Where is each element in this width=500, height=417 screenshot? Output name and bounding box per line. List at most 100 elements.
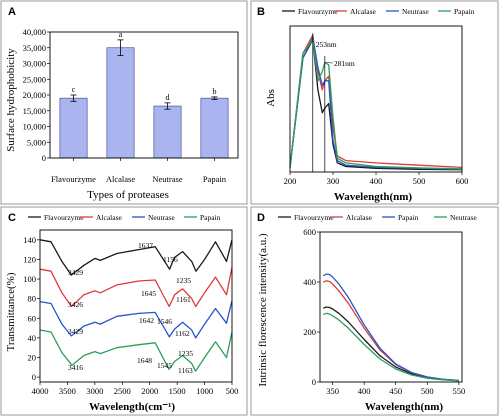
x-tick-label: 3500 [59, 386, 76, 396]
panel-b-frame [250, 0, 499, 205]
legend-label: Alcalase [350, 7, 376, 16]
x-tick-label: 2500 [114, 386, 131, 396]
y-tick-label: 10,000 [23, 122, 46, 132]
legend-label: Neutrase [402, 7, 429, 16]
y-tick-label: 35,000 [23, 43, 46, 53]
panel-d-frame [250, 206, 499, 416]
peak-label: 1163 [178, 366, 193, 375]
x-tick-label: 300 [327, 176, 340, 186]
legend-label: Flavourzyme [44, 213, 84, 222]
y-tick-label: 200 [303, 327, 316, 337]
series-line [322, 273, 459, 382]
legend-label: Neutrase [148, 213, 175, 222]
line-chart-panel-d: Flavourzyme Alcalase Papain Neutrase 0 200 40… [257, 213, 477, 413]
peak-label: 281nm [334, 59, 355, 68]
x-tick-label: 500 [226, 386, 239, 396]
peak-label: 3429 [68, 268, 83, 277]
legend-label: Neutrase [450, 213, 477, 222]
panel-b-y-axis-label: Abs [265, 89, 277, 107]
bar [106, 47, 135, 159]
peak-label: 1235 [176, 276, 191, 285]
y-tick-label: 400 [303, 277, 316, 287]
y-tick-label: 100 [23, 274, 36, 284]
peak-label: 3426 [68, 300, 83, 309]
peak-label: 253nm [316, 40, 337, 49]
x-tick-label: 500 [421, 386, 434, 396]
x-tick-label: 450 [389, 386, 402, 396]
legend-label: Alcalase [96, 213, 122, 222]
panel-d-x-axis-label: Wavelength(nm) [365, 401, 444, 413]
bar [59, 97, 88, 159]
x-tick-label: 1500 [169, 386, 186, 396]
peak-label: 1235 [178, 349, 193, 358]
y-tick-label: 0 [312, 377, 316, 387]
y-tick-label: 80 [28, 294, 37, 304]
legend-label: Flavourzyme [294, 213, 334, 222]
x-tick-label: 3000 [86, 386, 103, 396]
significance-letter: c [72, 85, 76, 94]
panel-c-x-axis-label: Wavelength(cm⁻¹) [89, 401, 175, 413]
legend-label: Alcalase [346, 213, 372, 222]
peak-label: 3416 [68, 363, 83, 372]
peak-label: 1161 [176, 295, 191, 304]
significance-letter: d [166, 93, 170, 102]
series-line [39, 267, 233, 308]
y-tick-label: 20 [28, 352, 37, 362]
panel-a-y-axis-label: Surface hydrophobicity [5, 48, 17, 152]
panel-d-y-axis-label: Intrinsic florescence intensity(a.u.) [257, 233, 269, 387]
peak-label: 1546 [157, 317, 172, 326]
x-tick-label: 200 [284, 176, 297, 186]
panel-a-x-axis-label: Types of proteases [87, 189, 169, 201]
peak-label: 1162 [175, 329, 190, 338]
peak-label: 1637 [138, 241, 153, 250]
panel-b-x-axis-label: Wavelength(nm) [334, 191, 413, 203]
y-tick-label: 5,000 [27, 137, 46, 147]
x-tick-label: 500 [413, 176, 426, 186]
y-tick-label: 0 [32, 372, 36, 382]
x-tick-label: 550 [452, 386, 465, 396]
series-line [322, 312, 459, 382]
plot-frame [319, 231, 463, 383]
bar-chart-panel-a: c a d b 0 5,000 10,000 15,000 20,000 25,000 30,00… [5, 27, 239, 201]
x-tick-label: 1000 [196, 386, 213, 396]
peak-label: 1642 [139, 316, 154, 325]
legend-label: Flavourzyme [298, 7, 338, 16]
x-tick-label: Neutrase [152, 174, 182, 184]
x-tick-label: Alcalase [106, 174, 135, 184]
panel-letter-a: A [8, 6, 16, 18]
leader-line [324, 62, 333, 64]
panel-c-frame [0, 206, 248, 416]
plot-frame [39, 229, 233, 383]
bar [200, 97, 229, 159]
panel-c-y-axis-label: Transmittance(%) [5, 272, 17, 351]
panel-letter-c: C [8, 212, 16, 224]
significance-letter: a [119, 30, 123, 39]
y-tick-label: 15,000 [23, 106, 46, 116]
x-tick-label: 2000 [141, 386, 158, 396]
y-tick-label: 600 [303, 227, 316, 237]
series-line [39, 329, 233, 372]
y-tick-label: 40,000 [23, 27, 46, 37]
peak-label: 1645 [141, 289, 156, 298]
x-tick-label: 400 [370, 176, 383, 186]
y-tick-label: 40 [28, 333, 37, 343]
panel-letter-b: B [257, 6, 265, 18]
legend-label: Papain [454, 7, 475, 16]
bar [153, 105, 182, 159]
legend-label: Papain [398, 213, 419, 222]
y-tick-label: 25,000 [23, 74, 46, 84]
series-line [39, 239, 233, 276]
x-tick-label: 350 [326, 386, 339, 396]
y-tick-label: 120 [23, 254, 36, 264]
peak-label: 1156 [163, 255, 178, 264]
peak-label: 1545 [157, 361, 172, 370]
line-chart-panel-c: Flavourzyme Alcalase Neutrase Papain 3429 16… [5, 213, 238, 413]
y-tick-label: 0 [42, 153, 46, 163]
x-tick-label: 600 [456, 176, 469, 186]
legend-label: Papain [200, 213, 221, 222]
panel-letter-d: D [257, 212, 265, 224]
line-chart-panel-b: Flavourzyme Alcalase Neutrase Papain 253nm 2… [265, 7, 475, 203]
y-tick-label: 140 [23, 235, 36, 245]
y-tick-label: 20,000 [23, 90, 46, 100]
